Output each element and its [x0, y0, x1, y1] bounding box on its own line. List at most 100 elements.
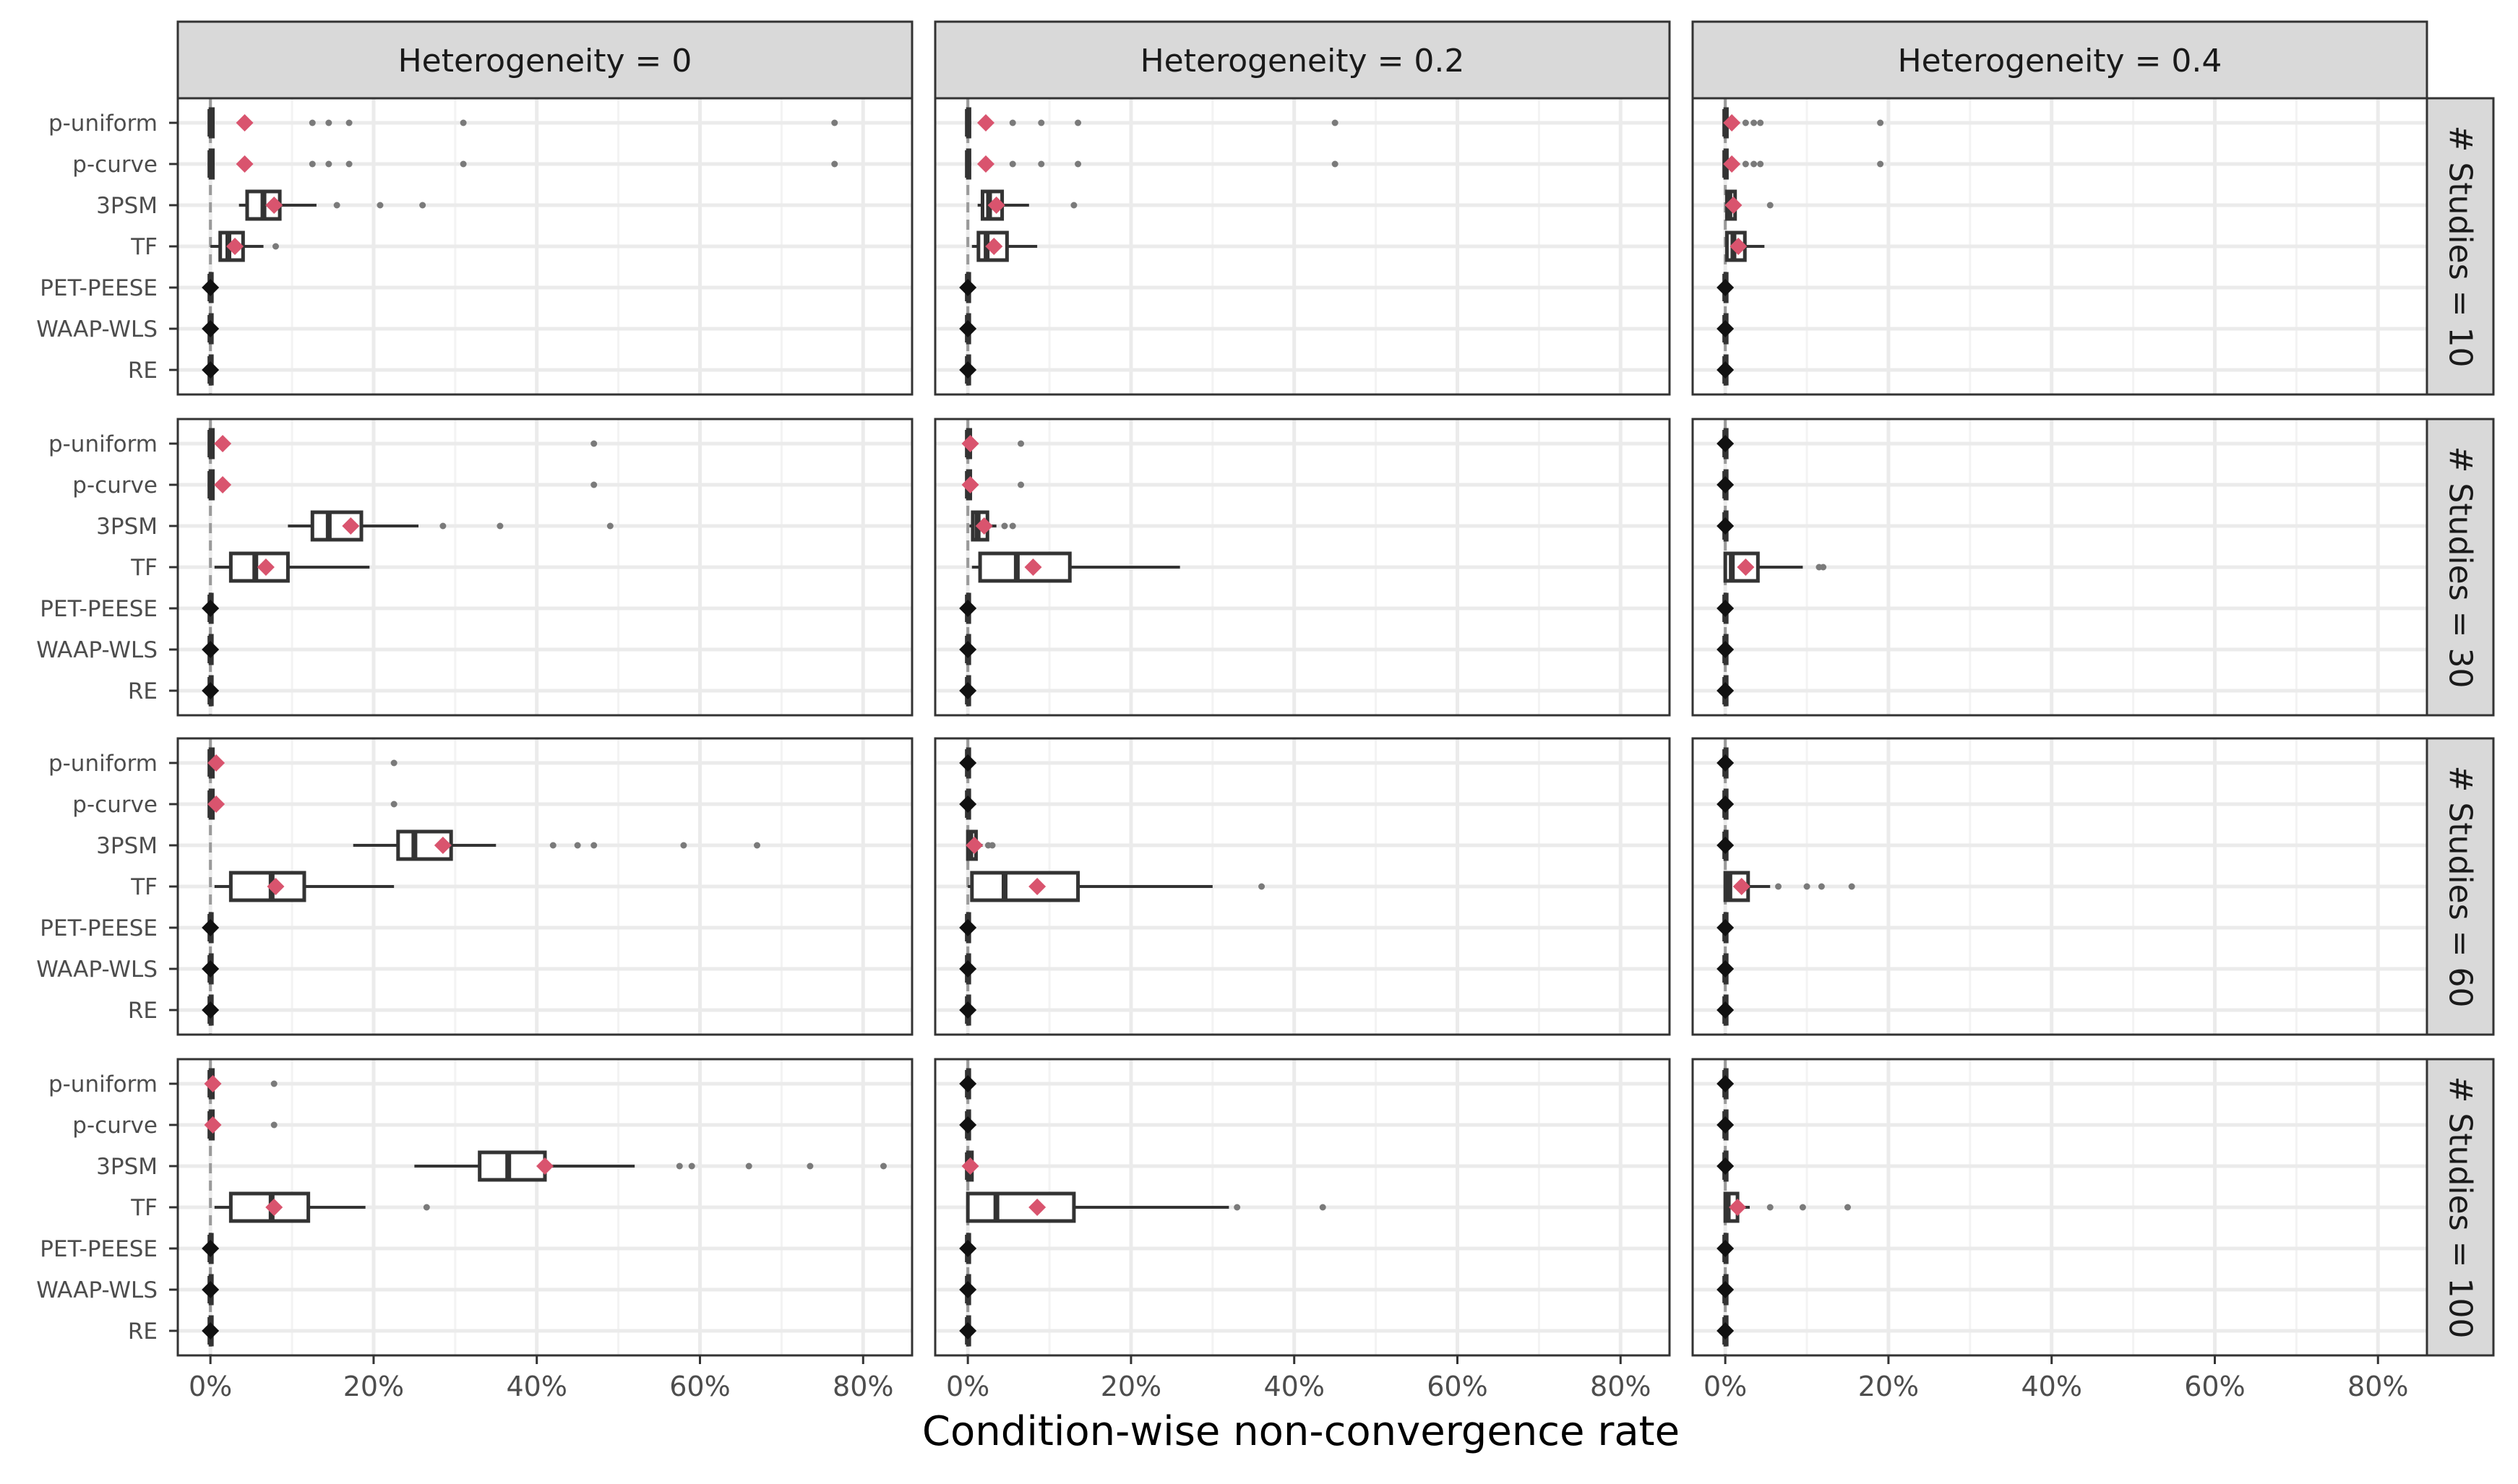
- outlier-point: [419, 202, 426, 209]
- mean-marker: [536, 1157, 554, 1175]
- box-tf: [214, 871, 395, 902]
- mean-marker: [207, 795, 225, 813]
- outlier-point: [1331, 160, 1339, 168]
- outlier-point: [1331, 119, 1339, 126]
- mean-marker: [1716, 476, 1735, 493]
- y-tick-label: PET-PEESE: [40, 596, 158, 622]
- x-tick-label: 80%: [833, 1371, 893, 1402]
- mean-marker: [265, 1199, 283, 1216]
- mean-marker: [959, 1322, 977, 1340]
- outlier-point: [1009, 160, 1016, 168]
- x-tick-label: 0%: [189, 1371, 232, 1402]
- mean-marker: [214, 476, 232, 493]
- panel-r2-c1: [934, 737, 1671, 1036]
- mean-marker: [1716, 1240, 1735, 1257]
- box-pet-peese: [1716, 1233, 1735, 1264]
- box-iqr: [978, 551, 1072, 583]
- x-tick-label: 20%: [1858, 1371, 1919, 1402]
- row-strip-0: [2425, 97, 2495, 396]
- outlier-point: [460, 160, 467, 168]
- y-tick-label: 3PSM: [96, 1154, 158, 1180]
- box-p-uniform: [1716, 1068, 1735, 1100]
- mean-marker: [975, 517, 993, 535]
- panel-r3-c1: [934, 1058, 1671, 1357]
- box-waap-wls: [202, 634, 220, 665]
- box-tf: [966, 1191, 1326, 1223]
- box-tf: [1723, 871, 1855, 902]
- mean-marker: [226, 238, 244, 255]
- box-waap-wls: [959, 634, 977, 665]
- box-pet-peese: [959, 272, 977, 303]
- box-3psm: [977, 189, 1078, 221]
- box-3psm: [239, 189, 426, 221]
- outlier-point: [1818, 883, 1825, 890]
- mean-marker: [202, 682, 220, 699]
- mean-marker: [202, 320, 220, 337]
- box-pet-peese: [202, 272, 220, 303]
- box-p-uniform: [207, 107, 838, 139]
- row-strip-label-3: # Studies = 100: [2442, 1077, 2479, 1339]
- outlier-point: [590, 440, 598, 447]
- outlier-point: [309, 119, 316, 126]
- x-tick-label: 0%: [1703, 1371, 1747, 1402]
- box-3psm: [1716, 829, 1735, 861]
- outlier-point: [606, 522, 614, 530]
- mean-marker: [959, 795, 977, 813]
- outlier-point: [497, 522, 504, 530]
- mean-marker: [1716, 754, 1735, 772]
- mean-marker: [1716, 320, 1735, 337]
- panel-r0-c1: [934, 97, 1671, 396]
- outlier-point: [549, 842, 557, 849]
- outlier-point: [1775, 883, 1782, 890]
- outlier-point: [333, 202, 340, 209]
- mean-marker: [976, 155, 994, 173]
- outlier-point: [1799, 1204, 1806, 1211]
- y-tick-label: p-uniform: [48, 111, 158, 137]
- outlier-point: [1877, 119, 1884, 126]
- mean-marker: [1028, 1199, 1047, 1216]
- outlier-point: [1766, 202, 1774, 209]
- x-tick-label: 80%: [2347, 1371, 2408, 1402]
- mean-marker: [985, 238, 1003, 255]
- mean-marker: [961, 435, 979, 452]
- mean-marker: [202, 919, 220, 936]
- mean-marker: [202, 1281, 220, 1298]
- outlier-point: [590, 481, 598, 488]
- panel-border: [934, 418, 1671, 717]
- outlier-point: [831, 119, 838, 126]
- y-tick-label: 3PSM: [96, 193, 158, 219]
- box-p-uniform: [204, 1068, 278, 1100]
- box-re: [1716, 675, 1735, 707]
- x-tick-label: 20%: [343, 1371, 404, 1402]
- box-pet-peese: [202, 912, 220, 944]
- mean-marker: [959, 1240, 977, 1257]
- box-iqr: [970, 871, 1080, 902]
- mean-marker: [959, 1001, 977, 1019]
- panel-r1-c2: [1691, 418, 2428, 717]
- mean-marker: [214, 435, 232, 452]
- y-tick-label: p-curve: [72, 152, 158, 178]
- panel-border: [1691, 97, 2428, 396]
- mean-marker: [342, 517, 360, 535]
- box-tf: [968, 871, 1266, 902]
- mean-marker: [959, 960, 977, 978]
- box-p-curve: [207, 788, 398, 820]
- box-tf: [1723, 1191, 1851, 1223]
- x-tick-label: 60%: [1427, 1371, 1487, 1402]
- box-pet-peese: [959, 912, 977, 944]
- outlier-point: [272, 243, 279, 250]
- box-p-uniform: [959, 747, 977, 779]
- box-tf: [214, 1191, 430, 1223]
- outlier-point: [1009, 522, 1016, 530]
- y-tick-label: 3PSM: [96, 833, 158, 859]
- outlier-point: [1075, 119, 1082, 126]
- outlier-point: [574, 842, 581, 849]
- box-waap-wls: [1716, 313, 1735, 345]
- outlier-point: [1018, 440, 1025, 447]
- outlier-point: [270, 1121, 278, 1129]
- mean-marker: [1716, 600, 1735, 617]
- panel-r0-c0: [176, 97, 914, 396]
- outlier-point: [1820, 564, 1827, 571]
- box-re: [1716, 994, 1735, 1026]
